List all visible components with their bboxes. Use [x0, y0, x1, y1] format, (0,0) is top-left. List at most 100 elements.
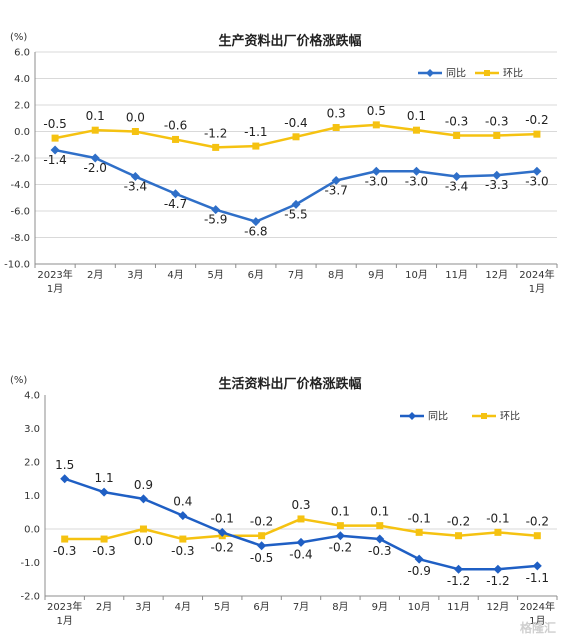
data-label-mom: -0.3: [485, 114, 508, 128]
x-tick-label: 8月: [332, 601, 348, 613]
x-tick-label: 10月: [408, 601, 431, 613]
data-label-mom: -0.1: [407, 511, 430, 525]
legend-label: 同比: [446, 68, 466, 80]
data-point-mom: [292, 133, 300, 141]
x-tick-label: 2024年: [520, 600, 555, 613]
x-tick-label: 1月: [47, 283, 63, 295]
data-label-yoy: 0.9: [134, 478, 153, 492]
data-label-yoy: -3.4: [124, 180, 147, 194]
data-label-mom: -0.3: [92, 544, 115, 558]
data-point-mom: [493, 131, 501, 139]
watermark-text: 格隆汇: [520, 620, 556, 635]
x-tick-label: 9月: [372, 601, 388, 613]
data-point-yoy: [492, 170, 502, 180]
data-label-mom: 0.5: [367, 104, 386, 118]
data-point-yoy: [532, 561, 542, 571]
data-point-yoy: [493, 564, 503, 574]
x-tick-label: 5月: [214, 601, 230, 613]
data-point-mom: [372, 121, 380, 129]
data-label-mom: -1.2: [204, 126, 227, 140]
y-tick-label: 4.0: [14, 74, 30, 85]
data-point-yoy: [90, 153, 100, 163]
data-point-yoy: [291, 199, 301, 209]
data-label-mom: -0.2: [250, 515, 273, 529]
x-tick-label: 7月: [293, 601, 309, 613]
data-point-mom: [179, 535, 187, 543]
data-point-yoy: [296, 537, 306, 547]
data-point-mom: [61, 535, 69, 543]
data-point-mom: [455, 532, 463, 540]
y-unit-label: (%): [10, 375, 27, 386]
data-label-yoy: -3.0: [405, 174, 428, 188]
data-label-mom: -0.3: [445, 114, 468, 128]
data-label-yoy: -1.2: [447, 574, 470, 588]
data-point-mom: [415, 528, 423, 536]
y-tick-label: 4.0: [24, 391, 40, 402]
y-tick-label: -2.0: [20, 592, 40, 603]
data-label-yoy: 1.1: [95, 471, 114, 485]
data-point-yoy: [375, 534, 385, 544]
data-point-yoy: [178, 511, 188, 521]
data-point-yoy: [452, 172, 462, 182]
data-label-yoy: -0.1: [211, 511, 234, 525]
data-point-mom: [412, 126, 420, 134]
living-materials-chart: 生活资料出厂价格涨跌幅 (%) -2.0 -1.0 0.0 1.0 2.0 3.0 4.0 202…: [10, 375, 558, 627]
data-point-yoy: [50, 145, 60, 155]
data-label-mom: -0.6: [164, 118, 187, 132]
data-label-yoy: -1.4: [43, 153, 66, 167]
chart-title: 生产资料出厂价格涨跌幅: [218, 33, 361, 49]
y-unit-label: (%): [10, 32, 27, 43]
data-label-yoy: -3.0: [525, 174, 548, 188]
chart-title: 生活资料出厂价格涨跌幅: [218, 376, 361, 392]
x-tick-label: 7月: [288, 269, 304, 281]
x-tick-label: 11月: [447, 601, 470, 613]
data-point-mom: [336, 522, 344, 530]
y-tick-label: 2.0: [14, 101, 30, 112]
x-tick-label: 2月: [87, 269, 103, 281]
x-tick-label: 1月: [529, 283, 545, 295]
y-tick-label: 6.0: [14, 48, 30, 59]
data-label-mom: 0.1: [407, 109, 426, 123]
data-point-mom: [91, 126, 99, 134]
x-tick-label: 12月: [485, 269, 508, 281]
data-point-yoy: [217, 527, 227, 537]
data-point-mom: [139, 525, 147, 533]
data-label-yoy: -4.7: [164, 197, 187, 211]
x-tick-label: 11月: [445, 269, 468, 281]
data-point-yoy: [532, 166, 542, 176]
data-label-mom: -0.2: [447, 515, 470, 529]
y-tick-label: -10.0: [4, 260, 30, 271]
x-tick-label: 2023年: [47, 600, 82, 613]
data-label-yoy: -0.3: [368, 544, 391, 558]
data-label-mom: 0.0: [134, 534, 153, 548]
data-point-yoy: [251, 217, 261, 227]
data-label-mom: -0.5: [43, 117, 66, 131]
data-point-yoy: [130, 172, 140, 182]
data-point-mom: [212, 143, 220, 151]
data-label-mom: -0.2: [526, 515, 549, 529]
x-tick-label: 2023年: [37, 268, 72, 281]
x-tick-label: 8月: [328, 269, 344, 281]
x-tick-label: 10月: [405, 269, 428, 281]
data-label-yoy: -5.9: [204, 213, 227, 227]
data-point-yoy: [138, 494, 148, 504]
data-point-yoy: [211, 205, 221, 215]
legend-marker-yoy: [408, 412, 416, 420]
data-label-mom: 0.1: [86, 109, 105, 123]
data-point-mom: [100, 535, 108, 543]
data-label-yoy: -1.2: [486, 574, 509, 588]
data-point-yoy: [371, 166, 381, 176]
data-point-mom: [533, 532, 541, 540]
data-label-mom: 0.3: [327, 107, 346, 121]
data-point-mom: [453, 131, 461, 139]
data-label-mom: -0.3: [53, 544, 76, 558]
data-point-yoy: [414, 554, 424, 564]
data-label-yoy: -3.3: [485, 178, 508, 192]
data-point-yoy: [335, 531, 345, 541]
y-tick-label: 1.0: [24, 491, 40, 502]
x-tick-label: 6月: [253, 601, 269, 613]
data-label-yoy: 0.4: [173, 495, 192, 509]
legend-label: 环比: [500, 411, 520, 423]
x-tick-label: 1月: [529, 615, 545, 627]
data-label-yoy: -1.1: [526, 571, 549, 585]
